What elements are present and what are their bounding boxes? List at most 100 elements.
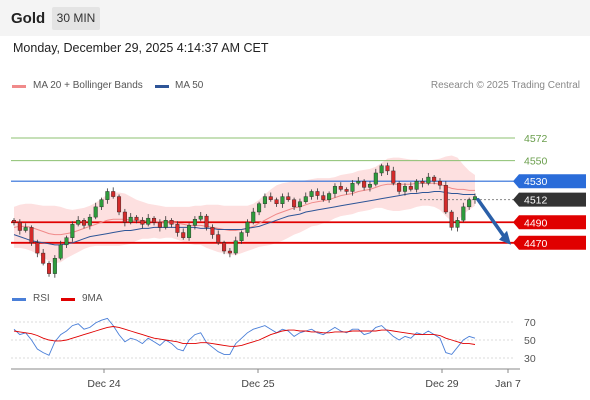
level-label-4572: 4572 xyxy=(524,133,548,145)
candle-body xyxy=(338,186,343,190)
candle-body xyxy=(455,220,460,228)
datetime-label: Monday, December 29, 2025 4:14:37 AM CET xyxy=(13,41,269,55)
candle-body xyxy=(350,183,355,192)
candle-body xyxy=(367,184,372,188)
rsi-line xyxy=(13,317,476,356)
x-tick-label: Jan 7 xyxy=(495,378,521,390)
candle-body xyxy=(58,244,63,259)
candle-body xyxy=(169,220,174,225)
timeframe-button[interactable]: 30 MIN xyxy=(52,7,100,30)
top-bar: Gold 30 MIN xyxy=(0,0,590,36)
candle-body xyxy=(443,185,448,213)
forecast-arrow-shaft xyxy=(476,197,507,240)
candle-body xyxy=(385,165,390,172)
candle-body xyxy=(82,220,87,226)
candle-body xyxy=(216,234,221,244)
candle-body xyxy=(408,186,413,190)
x-tick-label: Dec 25 xyxy=(241,378,274,390)
candle-body xyxy=(461,206,466,221)
bollinger-band-area xyxy=(14,155,475,264)
candle-body xyxy=(222,242,227,252)
candle-body xyxy=(280,196,285,204)
level-tag-4530 xyxy=(513,174,586,189)
candle-body xyxy=(391,170,396,184)
candle-body xyxy=(204,215,209,228)
level-label-4470: 4470 xyxy=(524,238,548,250)
candle-body xyxy=(52,258,57,274)
candle-body xyxy=(402,186,407,192)
candle-body xyxy=(332,186,337,194)
candle-body xyxy=(432,176,437,182)
candle-body xyxy=(437,180,442,186)
candle-body xyxy=(245,222,250,233)
legend-rsi-label: RSI xyxy=(33,293,50,304)
rsi-level-label-50: 50 xyxy=(524,335,536,347)
candle-body xyxy=(362,180,367,188)
candle-body xyxy=(274,199,279,204)
candle-body xyxy=(198,215,203,220)
candle-body xyxy=(76,220,81,225)
legend-rsi-swatch xyxy=(12,298,26,301)
candle-body xyxy=(473,196,478,200)
candle-body xyxy=(420,180,425,184)
candle-body xyxy=(146,217,151,225)
candle-body xyxy=(117,196,122,213)
candle-body xyxy=(157,222,162,228)
level-label-4512: 4512 xyxy=(524,195,548,207)
candle-body xyxy=(152,217,157,223)
candle-body xyxy=(309,191,314,197)
candle-body xyxy=(41,252,46,264)
level-label-4550: 4550 xyxy=(524,156,548,168)
candle-body xyxy=(175,224,180,233)
candle-body xyxy=(426,176,431,184)
candle-body xyxy=(303,196,308,202)
x-tick-label: Dec 29 xyxy=(425,378,458,390)
candle-body xyxy=(210,227,215,235)
legend-bb-label: MA 20 + Bollinger Bands xyxy=(33,80,143,91)
credit-label: Research © 2025 Trading Central xyxy=(430,80,580,91)
candle-body xyxy=(122,211,127,223)
candle-body xyxy=(93,206,98,218)
legend-bb-swatch xyxy=(12,85,26,88)
candle-body xyxy=(262,196,267,204)
legend-ma50-swatch xyxy=(155,85,169,88)
legend-ma9-swatch xyxy=(61,298,75,301)
candle-body xyxy=(467,199,472,208)
candle-body xyxy=(192,218,197,226)
candle-body xyxy=(286,196,291,200)
candle-body xyxy=(11,220,16,223)
level-label-4490: 4490 xyxy=(524,217,548,229)
candle-body xyxy=(321,195,326,200)
candle-body xyxy=(239,232,244,241)
candle-body xyxy=(327,193,332,200)
candle-body xyxy=(379,165,384,174)
candle-body xyxy=(414,180,419,190)
candle-body xyxy=(356,180,361,184)
candle-body xyxy=(99,199,104,208)
candle-body xyxy=(134,216,139,221)
candle-body xyxy=(227,250,232,254)
candle-body xyxy=(140,220,145,225)
rsi-ma9-line xyxy=(13,326,476,347)
candle-body xyxy=(128,216,133,223)
candle-body xyxy=(47,263,52,274)
candle-body xyxy=(23,227,28,231)
candle-body xyxy=(397,183,402,192)
candle-body xyxy=(111,191,116,197)
ma50-line xyxy=(13,191,475,246)
candle-body xyxy=(87,216,92,226)
candle-body xyxy=(181,232,186,238)
candle-body xyxy=(251,211,256,223)
forecast-arrow-head xyxy=(499,230,511,245)
legend-ma50-label: MA 50 xyxy=(175,80,204,91)
candle-body xyxy=(105,191,110,200)
candle-body xyxy=(373,172,378,185)
candle-body xyxy=(163,220,168,228)
candle-body xyxy=(292,199,297,208)
candle-body xyxy=(257,203,262,213)
rsi-level-label-70: 70 xyxy=(524,317,536,329)
candle-body xyxy=(233,240,238,254)
rsi-level-label-30: 30 xyxy=(524,353,536,365)
candle-body xyxy=(64,237,69,246)
